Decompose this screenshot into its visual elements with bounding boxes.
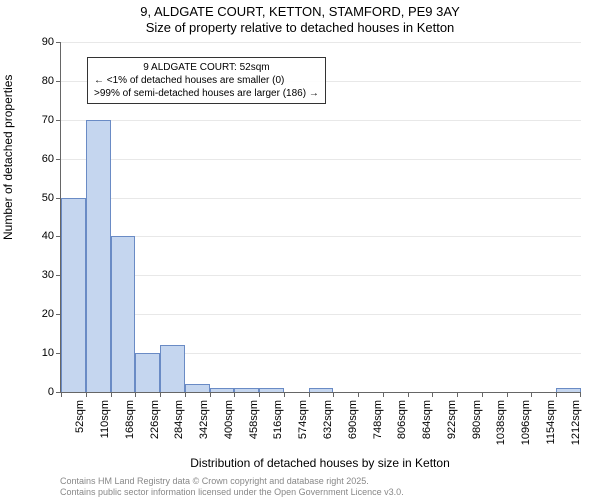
- x-tick-mark: [408, 392, 409, 397]
- y-tick-label: 20: [26, 308, 54, 320]
- y-tick-label: 70: [26, 114, 54, 126]
- x-axis-label: Distribution of detached houses by size …: [60, 456, 580, 470]
- x-tick-mark: [259, 392, 260, 397]
- annotation-line-2: ← <1% of detached houses are smaller (0): [94, 74, 319, 87]
- x-tick-mark: [482, 392, 483, 397]
- chart-title-sub: Size of property relative to detached ho…: [0, 20, 600, 35]
- y-tick-label: 40: [26, 230, 54, 242]
- y-tick-mark: [56, 81, 61, 82]
- y-tick-label: 80: [26, 75, 54, 87]
- bar: [135, 353, 160, 392]
- bar: [86, 120, 111, 392]
- x-tick-label: 632sqm: [322, 400, 334, 450]
- x-tick-label: 516sqm: [272, 400, 284, 450]
- x-tick-label: 1154sqm: [545, 400, 557, 450]
- gridline: [61, 120, 581, 121]
- x-tick-label: 284sqm: [173, 400, 185, 450]
- x-tick-mark: [86, 392, 87, 397]
- y-tick-label: 90: [26, 36, 54, 48]
- x-tick-mark: [507, 392, 508, 397]
- chart-title-main: 9, ALDGATE COURT, KETTON, STAMFORD, PE9 …: [0, 4, 600, 19]
- attribution-text: Contains HM Land Registry data © Crown c…: [60, 476, 404, 498]
- y-tick-label: 10: [26, 347, 54, 359]
- gridline: [61, 275, 581, 276]
- annotation-line-1: 9 ALDGATE COURT: 52sqm: [94, 61, 319, 74]
- y-tick-label: 60: [26, 153, 54, 165]
- bar: [160, 345, 185, 392]
- attribution-line-2: Contains public sector information licen…: [60, 487, 404, 498]
- bar: [185, 384, 210, 392]
- x-tick-label: 980sqm: [471, 400, 483, 450]
- y-tick-mark: [56, 42, 61, 43]
- x-tick-mark: [309, 392, 310, 397]
- x-tick-mark: [457, 392, 458, 397]
- y-tick-label: 0: [26, 386, 54, 398]
- x-tick-label: 52sqm: [74, 400, 86, 450]
- x-tick-label: 690sqm: [347, 400, 359, 450]
- x-tick-mark: [358, 392, 359, 397]
- x-tick-label: 168sqm: [124, 400, 136, 450]
- chart-container: 9, ALDGATE COURT, KETTON, STAMFORD, PE9 …: [0, 0, 600, 500]
- x-tick-label: 1038sqm: [495, 400, 507, 450]
- bar: [111, 236, 136, 392]
- x-tick-label: 922sqm: [446, 400, 458, 450]
- attribution-line-1: Contains HM Land Registry data © Crown c…: [60, 476, 404, 487]
- y-tick-label: 30: [26, 269, 54, 281]
- y-axis-label: Number of detached properties: [1, 75, 15, 240]
- y-tick-mark: [56, 159, 61, 160]
- x-tick-mark: [556, 392, 557, 397]
- x-tick-label: 864sqm: [421, 400, 433, 450]
- x-tick-label: 226sqm: [149, 400, 161, 450]
- x-tick-label: 110sqm: [99, 400, 111, 450]
- bar: [259, 388, 284, 392]
- y-tick-mark: [56, 120, 61, 121]
- x-tick-label: 342sqm: [198, 400, 210, 450]
- x-tick-mark: [383, 392, 384, 397]
- y-tick-label: 50: [26, 192, 54, 204]
- plot-area: 9 ALDGATE COURT: 52sqm ← <1% of detached…: [60, 42, 581, 393]
- x-tick-mark: [135, 392, 136, 397]
- x-tick-mark: [160, 392, 161, 397]
- bar: [61, 198, 86, 392]
- x-tick-label: 574sqm: [297, 400, 309, 450]
- annotation-box: 9 ALDGATE COURT: 52sqm ← <1% of detached…: [87, 57, 326, 104]
- bar: [556, 388, 581, 392]
- x-tick-mark: [333, 392, 334, 397]
- x-tick-mark: [210, 392, 211, 397]
- gridline: [61, 314, 581, 315]
- bar: [234, 388, 259, 392]
- annotation-line-3: >99% of semi-detached houses are larger …: [94, 87, 319, 100]
- x-tick-mark: [531, 392, 532, 397]
- x-tick-mark: [185, 392, 186, 397]
- gridline: [61, 42, 581, 43]
- x-tick-label: 748sqm: [372, 400, 384, 450]
- x-tick-label: 1096sqm: [520, 400, 532, 450]
- x-tick-label: 458sqm: [248, 400, 260, 450]
- bar: [210, 388, 235, 392]
- x-tick-label: 400sqm: [223, 400, 235, 450]
- bar: [309, 388, 334, 392]
- x-tick-mark: [284, 392, 285, 397]
- x-tick-mark: [432, 392, 433, 397]
- x-tick-label: 806sqm: [396, 400, 408, 450]
- gridline: [61, 159, 581, 160]
- x-tick-mark: [61, 392, 62, 397]
- x-tick-mark: [111, 392, 112, 397]
- x-tick-mark: [234, 392, 235, 397]
- gridline: [61, 236, 581, 237]
- x-tick-mark: [580, 392, 581, 397]
- x-tick-label: 1212sqm: [570, 400, 582, 450]
- gridline: [61, 198, 581, 199]
